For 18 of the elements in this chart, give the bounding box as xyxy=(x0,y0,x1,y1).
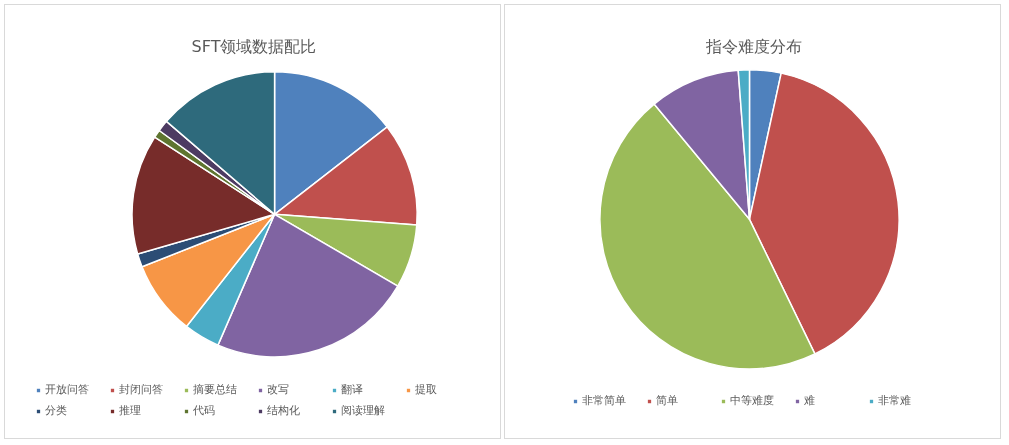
legend-label: 提取 xyxy=(414,382,438,397)
legend-label: 封闭问答 xyxy=(118,382,164,397)
legend-label: 摘要总结 xyxy=(192,382,238,397)
legend-label: 代码 xyxy=(192,403,216,418)
legend-label: 简单 xyxy=(655,393,679,408)
legend-label: 推理 xyxy=(118,403,142,418)
legend-label: 开放问答 xyxy=(44,382,90,397)
legend-label: 难 xyxy=(803,393,816,408)
legend-label: 结构化 xyxy=(266,403,301,418)
chart-title: 指令难度分布 xyxy=(705,36,802,56)
legend-label: 分类 xyxy=(44,403,68,418)
legend-label: 翻译 xyxy=(340,382,364,397)
legend-label: 非常难 xyxy=(877,393,912,408)
legend-label: 非常简单 xyxy=(581,393,627,408)
legend-label: 中等难度 xyxy=(729,393,775,408)
chart-title: SFT领域数据配比 xyxy=(191,36,317,56)
legend-label: 阅读理解 xyxy=(340,403,386,418)
legend-label: 改写 xyxy=(266,382,290,397)
